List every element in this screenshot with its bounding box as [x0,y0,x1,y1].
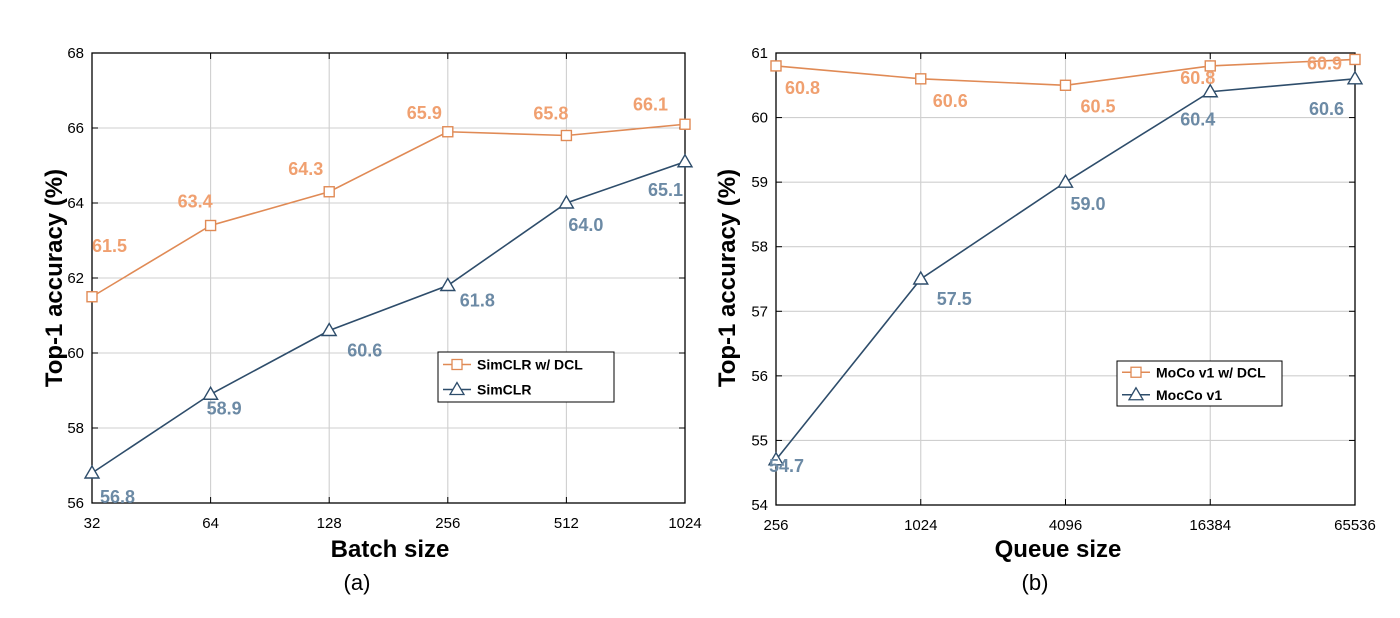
data-label: 61.5 [92,236,127,256]
data-point [676,153,694,168]
data-point [767,451,785,466]
y-tick-label: 58 [67,420,84,437]
data-point [679,118,691,130]
data-label: 61.8 [460,291,495,311]
data-label: 60.4 [1180,110,1215,130]
data-label: 64.0 [568,215,603,235]
y-tick-label: 60 [751,110,768,127]
x-tick-label: 65536 [1334,517,1376,534]
data-label: 65.9 [407,103,442,123]
data-label: 54.7 [769,456,804,476]
legend-marker [451,358,463,371]
y-tick-label: 60 [67,345,84,362]
x-tick-label: 1024 [904,517,937,534]
y-axis-label: Top-1 accuracy (%) [41,169,68,387]
legend-label: SimCLR w/ DCL [477,357,583,373]
data-point [442,126,454,138]
data-point [770,60,782,72]
data-point [320,322,338,337]
legend-box [1116,360,1283,407]
data-point [1349,53,1361,66]
y-tick-label: 56 [751,368,768,385]
data-label: 58.9 [207,398,242,418]
data-label: 60.6 [347,341,382,361]
series-square: 60.8 60.6 60.5 60.8 60.9 [770,53,1361,116]
series-triangle: 54.7 57.5 59.0 60.4 60.6 [767,70,1364,476]
data-point [915,73,927,85]
data-label: 59.0 [1071,194,1106,214]
legend-box [437,351,615,403]
data-point [202,385,219,400]
legend-label: SimCLR [477,382,531,398]
x-tick-label: 256 [763,517,788,534]
y-tick-label: 62 [67,270,84,287]
data-point [1346,70,1364,85]
series-triangle: 56.8 58.9 60.6 61.8 64.0 65.1 [83,153,694,507]
data-point [1059,79,1072,91]
chart-panel-b: 256 1024 4096 16384 65536 54 55 56 57 58 59 60 61 Que… [714,45,1376,595]
data-point [86,291,98,303]
data-label: 60.6 [933,91,968,111]
legend-label: MocCo v1 [1156,387,1222,403]
chart-panel-a: 32 64 128 256 512 1024 56 58 60 62 64 66 68 Batch siz… [41,45,702,595]
x-axis-label: Queue size [995,536,1122,563]
data-label: 65.8 [533,104,568,124]
x-tick-label: 512 [554,515,579,532]
data-point [1204,60,1216,72]
y-axis-label: Top-1 accuracy (%) [714,169,741,387]
y-tick-label: 68 [67,45,84,62]
data-label: 63.4 [178,192,213,212]
data-point [439,277,457,292]
data-label: 60.8 [1180,68,1215,88]
series-line [91,160,686,474]
data-point [83,464,101,479]
legend: MoCo v1 w/ DCL MocCo v1 [1116,360,1283,407]
y-tick-label: 56 [67,495,84,512]
data-point [323,186,335,198]
data-point [558,194,575,209]
data-point [204,219,217,232]
y-tick-label: 59 [751,174,768,191]
legend-marker [1130,366,1142,378]
series-line [91,123,686,298]
series-square: 61.5 63.4 64.3 65.9 65.8 66.1 [86,94,691,303]
data-label: 60.9 [1307,53,1342,73]
x-tick-label: 16384 [1189,517,1231,534]
data-label: 60.5 [1081,96,1116,116]
x-tick-label: 4096 [1049,517,1082,534]
y-tick-label: 55 [751,432,768,449]
y-tick-label: 64 [67,195,84,212]
legend: SimCLR w/ DCL SimCLR [437,351,615,403]
data-label: 64.3 [288,159,323,179]
panel-caption: (b) [1022,570,1049,595]
data-label: 57.5 [937,289,972,309]
y-tick-label: 54 [751,497,768,514]
x-tick-label: 32 [84,515,101,532]
legend-marker [448,381,466,396]
data-point [560,129,573,142]
x-tick-label: 256 [435,515,460,532]
data-point [1057,173,1074,188]
x-tick-label: 64 [202,515,219,532]
data-label: 66.1 [633,94,668,114]
y-tick-label: 66 [67,120,84,137]
y-tick-label: 61 [751,45,768,62]
y-tick-label: 57 [751,303,768,320]
data-point [912,270,929,285]
grid-lines [92,53,685,503]
legend-marker [1127,386,1145,401]
x-tick-label: 1024 [668,515,701,532]
y-tick-label: 58 [751,239,768,256]
legend-label: MoCo v1 w/ DCL [1156,364,1266,380]
x-axis-label: Batch size [331,536,450,563]
data-point [1202,83,1219,98]
data-label: 56.8 [100,487,135,507]
data-label: 60.6 [1309,99,1344,119]
x-tick-label: 128 [317,515,342,532]
data-label: 65.1 [648,180,683,200]
grid-lines [776,53,1355,505]
panel-caption: (a) [344,570,371,595]
data-label: 60.8 [785,78,820,98]
